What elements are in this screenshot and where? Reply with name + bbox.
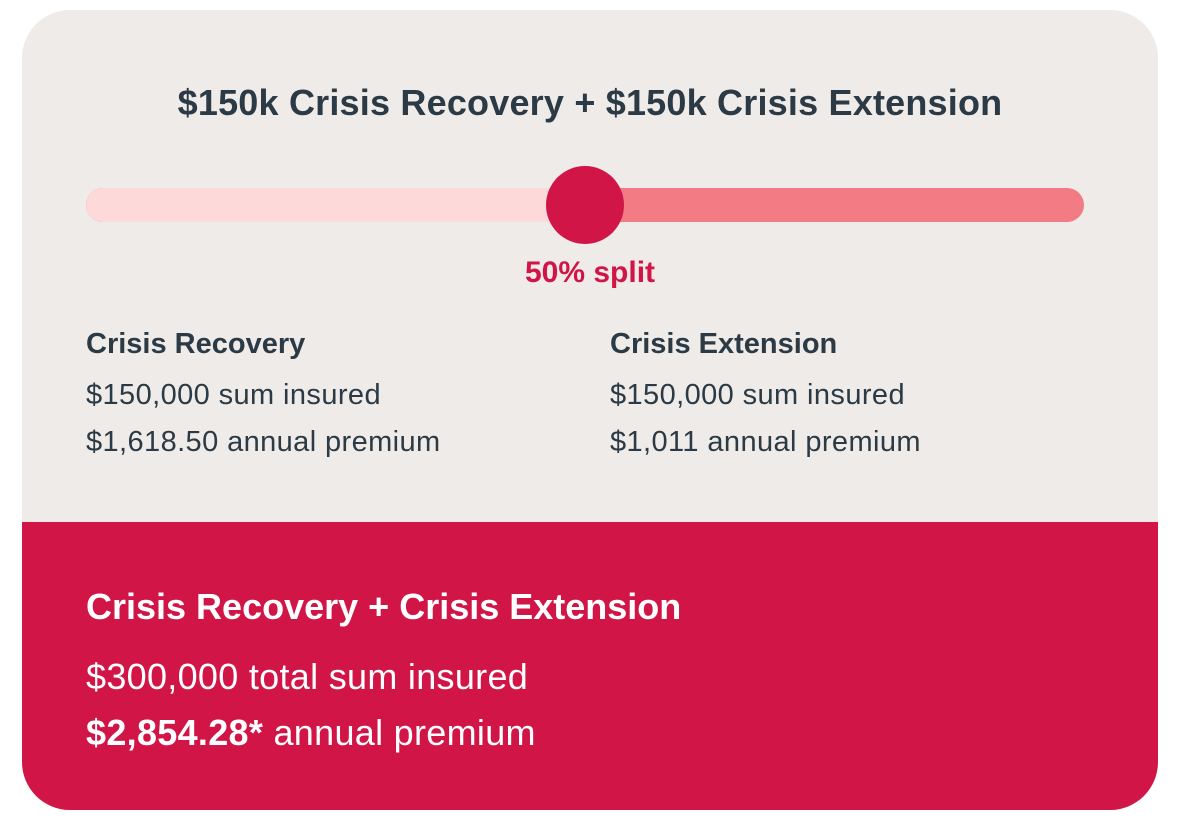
crisis-recovery-details: Crisis Recovery $150,000 sum insured $1,…	[86, 328, 441, 473]
cover-split-card: $150k Crisis Recovery + $150k Crisis Ext…	[22, 10, 1158, 810]
page-title: $150k Crisis Recovery + $150k Crisis Ext…	[177, 82, 1003, 123]
summary-annual-premium: $2,854.28* annual premium	[86, 712, 536, 754]
cover-annual-premium: $1,011 annual premium	[610, 426, 921, 458]
split-slider-fill	[86, 188, 585, 222]
summary-premium-amount: $2,854.28*	[86, 712, 264, 753]
cover-sum-insured: $150,000 sum insured	[610, 379, 905, 411]
summary-total-sum-insured: $300,000 total sum insured	[86, 656, 529, 697]
split-percent-label: 50% split	[524, 256, 656, 289]
cover-name: Crisis Recovery	[86, 328, 306, 360]
combined-summary-panel: Crisis Recovery + Crisis Extension $300,…	[22, 522, 1158, 810]
split-slider-thumb[interactable]	[546, 166, 624, 244]
cover-name: Crisis Extension	[610, 328, 838, 360]
summary-premium-suffix: annual premium	[263, 712, 536, 753]
crisis-extension-details: Crisis Extension $150,000 sum insured $1…	[610, 328, 921, 473]
cover-annual-premium: $1,618.50 annual premium	[86, 426, 441, 458]
cover-sum-insured: $150,000 sum insured	[86, 379, 381, 411]
summary-title: Crisis Recovery + Crisis Extension	[86, 586, 682, 627]
